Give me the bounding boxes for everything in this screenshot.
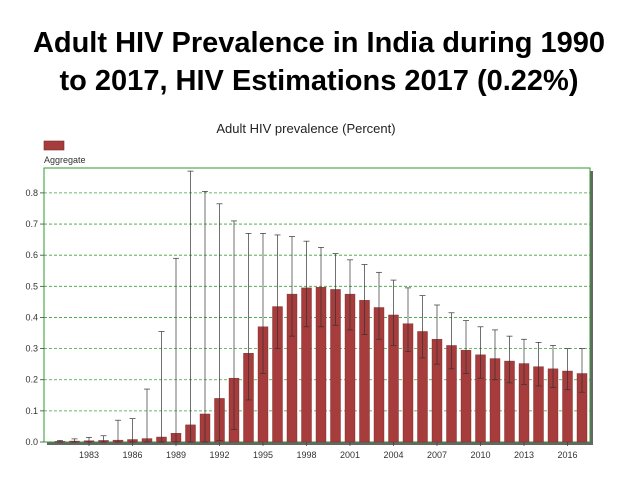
y-tick-label: 0.6 (25, 250, 38, 260)
chart-title: Adult HIV prevalence (Percent) (216, 121, 395, 136)
x-tick-label: 2013 (514, 450, 534, 460)
x-tick-label: 2001 (340, 450, 360, 460)
slide-title: Adult HIV Prevalence in India during 199… (0, 24, 638, 100)
x-tick-label: 2004 (383, 450, 403, 460)
slide-title-line-1: Adult HIV Prevalence in India during 199… (32, 27, 606, 59)
y-tick-label: 0.3 (25, 344, 38, 354)
slide-title-line-2: to 2017, HIV Estimations 2017 (0.22%) (59, 65, 579, 97)
x-tick-label: 1992 (209, 450, 229, 460)
x-axis: 1983 1986 1989 1992 1995 1998 2001 2004 2007 2010… (79, 442, 578, 460)
y-axis: 0.0 0.1 0.2 0.3 0.4 0.5 0.6 0.7 0.8 (25, 188, 44, 447)
x-tick-label: 1995 (253, 450, 273, 460)
y-tick-label: 0.0 (25, 437, 38, 447)
error-bars (57, 170, 585, 443)
x-tick-label: 1986 (122, 450, 142, 460)
y-tick-label: 0.8 (25, 188, 38, 198)
x-tick-label: 2010 (470, 450, 490, 460)
x-tick-label: 1989 (166, 450, 186, 460)
legend-label-aggregate: Aggregate (44, 155, 86, 165)
y-tick-label: 0.7 (25, 219, 38, 229)
legend-swatch (43, 140, 65, 151)
y-tick-label: 0.2 (25, 375, 38, 385)
x-tick-label: 2016 (557, 450, 577, 460)
y-tick-label: 0.1 (25, 406, 38, 416)
y-tick-label: 0.5 (25, 281, 38, 291)
x-tick-label: 2007 (427, 450, 447, 460)
x-tick-label: 1998 (296, 450, 316, 460)
y-tick-label: 0.4 (25, 312, 38, 322)
x-tick-label: 1983 (79, 450, 99, 460)
